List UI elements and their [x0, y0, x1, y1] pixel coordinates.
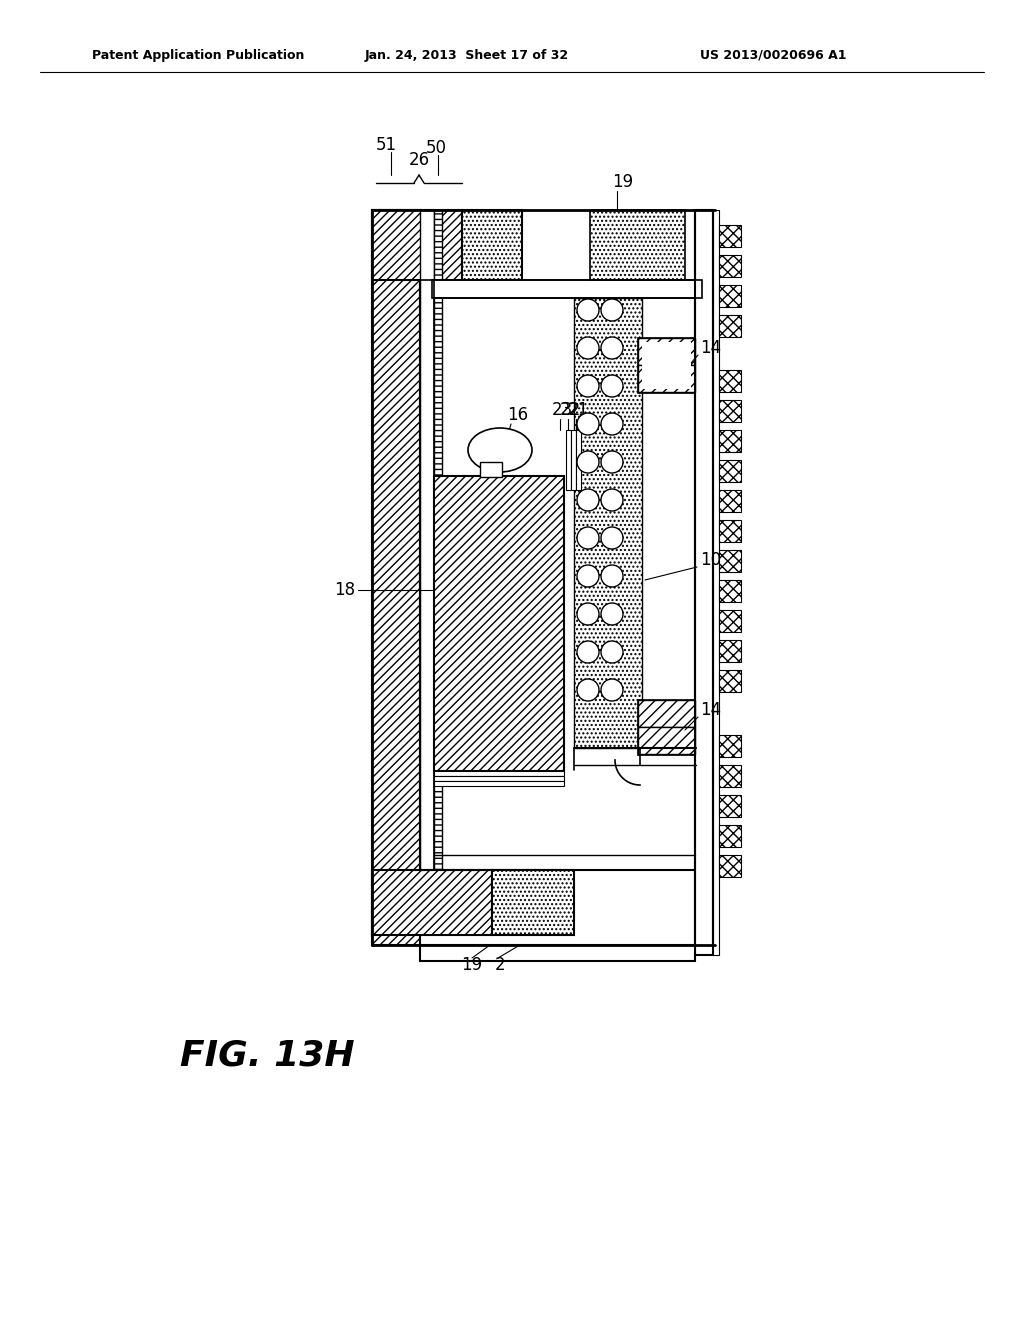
Bar: [719, 855, 741, 876]
Bar: [566, 430, 571, 490]
Circle shape: [601, 642, 623, 663]
Circle shape: [577, 337, 599, 359]
Circle shape: [577, 375, 599, 397]
Bar: [575, 430, 581, 490]
Bar: [420, 210, 434, 890]
Bar: [719, 224, 741, 247]
Circle shape: [577, 565, 599, 587]
Bar: [719, 400, 741, 422]
Bar: [642, 342, 691, 389]
Bar: [713, 210, 719, 954]
Bar: [719, 550, 741, 572]
Bar: [462, 210, 522, 280]
Circle shape: [601, 451, 623, 473]
Circle shape: [577, 488, 599, 511]
Text: 22: 22: [559, 401, 581, 418]
Bar: [719, 430, 741, 451]
Bar: [574, 298, 642, 748]
Text: 14: 14: [700, 339, 721, 356]
Bar: [590, 210, 685, 280]
Text: 26: 26: [409, 150, 429, 169]
Text: 10: 10: [700, 550, 721, 569]
Bar: [719, 579, 741, 602]
Bar: [719, 315, 741, 337]
Bar: [719, 255, 741, 277]
Circle shape: [577, 678, 599, 701]
Text: 2: 2: [495, 956, 505, 974]
Bar: [719, 795, 741, 817]
Text: 50: 50: [426, 139, 446, 157]
Bar: [638, 338, 695, 393]
Circle shape: [601, 300, 623, 321]
Circle shape: [601, 678, 623, 701]
Bar: [372, 870, 492, 935]
Bar: [434, 776, 564, 781]
Text: 19: 19: [462, 956, 482, 974]
Bar: [695, 210, 713, 954]
Circle shape: [577, 300, 599, 321]
Text: 14: 14: [700, 701, 721, 719]
Bar: [372, 210, 420, 945]
Text: 16: 16: [508, 407, 528, 424]
Bar: [492, 870, 574, 935]
Text: Patent Application Publication: Patent Application Publication: [92, 49, 304, 62]
Text: 21: 21: [567, 401, 589, 418]
Bar: [434, 210, 442, 890]
Circle shape: [601, 375, 623, 397]
Bar: [719, 370, 741, 392]
Text: 19: 19: [612, 173, 634, 191]
Text: Jan. 24, 2013  Sheet 17 of 32: Jan. 24, 2013 Sheet 17 of 32: [365, 49, 569, 62]
Text: FIG. 13H: FIG. 13H: [180, 1038, 354, 1072]
Bar: [434, 781, 564, 785]
Text: 51: 51: [376, 136, 396, 154]
Bar: [719, 825, 741, 847]
Circle shape: [577, 527, 599, 549]
Bar: [434, 771, 564, 776]
Circle shape: [577, 642, 599, 663]
Circle shape: [577, 413, 599, 436]
Circle shape: [601, 603, 623, 624]
Circle shape: [601, 337, 623, 359]
Circle shape: [601, 413, 623, 436]
Bar: [719, 520, 741, 543]
Bar: [638, 366, 695, 392]
Text: 23: 23: [551, 401, 572, 418]
Text: 18: 18: [335, 581, 355, 599]
Bar: [432, 280, 702, 298]
Bar: [372, 210, 462, 280]
Circle shape: [577, 451, 599, 473]
Bar: [719, 490, 741, 512]
Circle shape: [577, 603, 599, 624]
Bar: [719, 735, 741, 756]
Bar: [480, 462, 502, 477]
Bar: [420, 945, 695, 961]
Bar: [638, 727, 695, 754]
Text: US 2013/0020696 A1: US 2013/0020696 A1: [700, 49, 847, 62]
Circle shape: [601, 527, 623, 549]
Bar: [719, 640, 741, 663]
Bar: [719, 766, 741, 787]
Bar: [571, 430, 575, 490]
Bar: [638, 338, 695, 366]
Bar: [719, 285, 741, 308]
Circle shape: [601, 488, 623, 511]
Bar: [638, 700, 695, 755]
Bar: [434, 477, 564, 771]
Bar: [719, 459, 741, 482]
Circle shape: [601, 565, 623, 587]
Bar: [719, 610, 741, 632]
Bar: [638, 700, 695, 727]
Bar: [719, 671, 741, 692]
Ellipse shape: [468, 428, 532, 473]
